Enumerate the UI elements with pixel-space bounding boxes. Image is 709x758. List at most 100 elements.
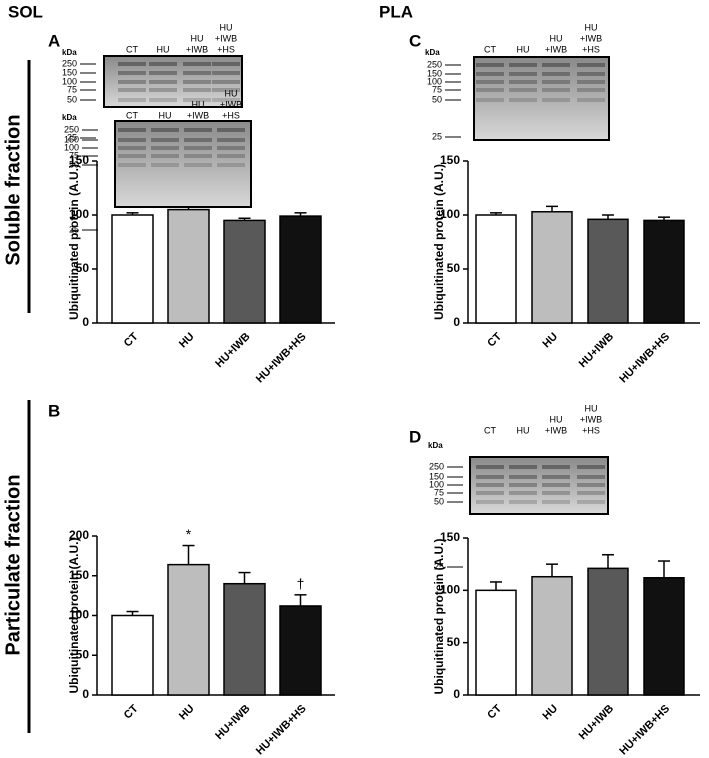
blot-band xyxy=(118,146,146,150)
lane-label: +IWB xyxy=(186,44,208,54)
blot-band xyxy=(149,71,177,75)
blot-band xyxy=(542,475,570,479)
blot-band xyxy=(542,483,570,487)
marker-label: 100 xyxy=(429,479,444,489)
blot-band xyxy=(183,80,211,84)
blot-image xyxy=(473,56,610,141)
y-tick-label: 0 xyxy=(453,315,460,329)
lane-label: HU xyxy=(192,99,205,109)
lane-label: HU xyxy=(550,414,563,424)
y-tick-label: 100 xyxy=(69,608,89,622)
blot-band xyxy=(476,98,504,102)
marker-label: 50 xyxy=(67,94,77,104)
blot-band xyxy=(542,80,570,84)
x-tick-label: CT xyxy=(485,330,504,349)
blot-band xyxy=(151,138,179,142)
lane-label: HU xyxy=(585,403,598,413)
blot-band xyxy=(151,146,179,150)
x-tick-label: HU+IWB xyxy=(213,331,252,370)
lane-label: +IWB xyxy=(580,414,602,424)
blot-band xyxy=(184,154,212,158)
y-tick-label: 0 xyxy=(82,315,89,329)
blot-band xyxy=(476,80,504,84)
x-tick-label: HU xyxy=(177,703,197,723)
blot-band xyxy=(217,163,245,167)
significance-mark: † xyxy=(297,576,305,592)
blot-band xyxy=(151,163,179,167)
blot-band xyxy=(476,72,504,76)
y-tick-label: 150 xyxy=(69,153,89,167)
blot-band xyxy=(118,80,146,84)
blot-band xyxy=(118,128,146,132)
panel-letter: A xyxy=(48,31,60,50)
blot-band xyxy=(476,88,504,92)
marker-label: 75 xyxy=(432,84,442,94)
y-tick-label: 150 xyxy=(69,568,89,582)
y-tick-label: 50 xyxy=(447,635,461,649)
row-label: Soluble fraction xyxy=(2,114,24,265)
blot-band xyxy=(509,88,537,92)
blot-band xyxy=(212,71,240,75)
blot-band xyxy=(542,465,570,469)
bar xyxy=(223,219,266,324)
lane-label: CT xyxy=(126,110,138,120)
blot-band xyxy=(118,154,146,158)
blot-band xyxy=(509,465,537,469)
blot-band xyxy=(509,63,537,67)
blot-band xyxy=(577,491,605,495)
bar xyxy=(643,219,685,324)
lane-label: HU xyxy=(220,22,233,32)
lane-label: CT xyxy=(126,44,138,54)
bar xyxy=(111,614,154,696)
blot-band xyxy=(217,154,245,158)
x-tick-label: HU xyxy=(540,703,560,723)
row-label: Particulate fraction xyxy=(2,474,24,655)
blot-band xyxy=(149,80,177,84)
blot-band xyxy=(183,88,211,92)
blot-band xyxy=(509,500,537,504)
lane-label: HU xyxy=(157,44,170,54)
bar xyxy=(111,214,154,324)
x-tick-label: HU+IWB+HS xyxy=(254,331,309,386)
blot-band xyxy=(118,88,146,92)
blot-band xyxy=(509,491,537,495)
marker-label: 150 xyxy=(427,68,442,78)
blot-band xyxy=(184,163,212,167)
marker-label: 250 xyxy=(427,59,442,69)
y-tick-label: 100 xyxy=(440,207,460,221)
bar xyxy=(643,577,685,696)
blot-band xyxy=(577,483,605,487)
bar xyxy=(475,214,517,324)
marker-label: 250 xyxy=(429,461,444,471)
bar xyxy=(279,215,322,324)
blot-band xyxy=(149,62,177,66)
lane-label: HU xyxy=(225,88,238,98)
marker-label: 25 xyxy=(69,224,79,234)
blot-band xyxy=(217,128,245,132)
blot-band xyxy=(542,491,570,495)
blot-band xyxy=(118,71,146,75)
lane-label: +IWB xyxy=(187,110,209,120)
bar xyxy=(531,575,573,696)
blot-band xyxy=(151,128,179,132)
x-tick-label: HU+IWB+HS xyxy=(617,331,672,386)
blot-band xyxy=(577,80,605,84)
lane-label: +HS xyxy=(582,425,600,435)
x-tick-label: HU+IWB xyxy=(213,703,252,742)
lane-label: CT xyxy=(484,425,496,435)
blot-band xyxy=(184,128,212,132)
blot-band xyxy=(577,465,605,469)
blot-band xyxy=(577,98,605,102)
marker-label: 100 xyxy=(427,76,442,86)
marker-label: 150 xyxy=(429,471,444,481)
marker-label: 75 xyxy=(434,487,444,497)
marker-label: 50 xyxy=(434,496,444,506)
marker-label: 100 xyxy=(62,76,77,86)
lane-label: +IWB xyxy=(220,99,242,109)
y-tick-label: 0 xyxy=(82,687,89,701)
blot-band xyxy=(149,98,177,102)
blot-band xyxy=(217,146,245,150)
marker-label: 25 xyxy=(432,131,442,141)
lane-label: HU xyxy=(550,33,563,43)
blot-band xyxy=(151,154,179,158)
